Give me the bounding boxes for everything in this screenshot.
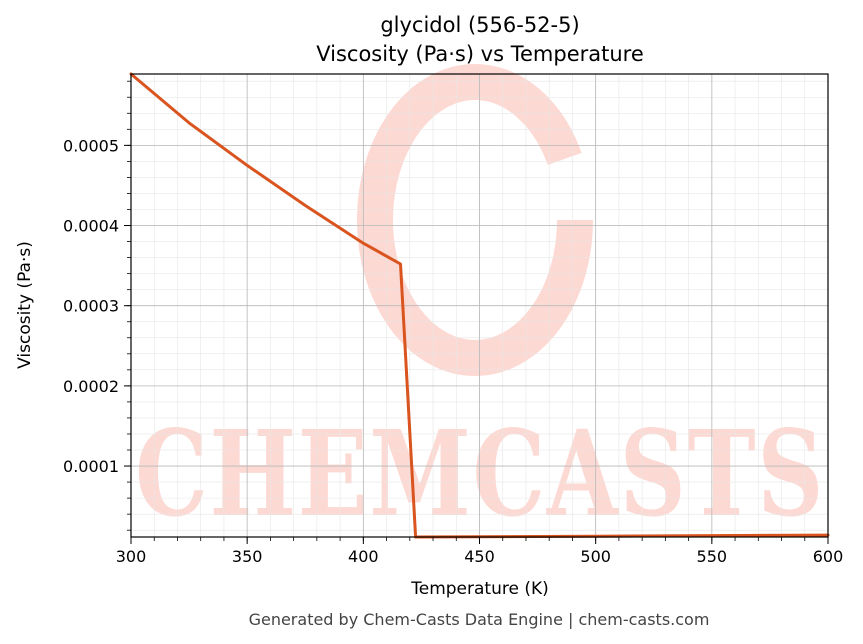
x-tick-label: 350	[232, 547, 263, 566]
x-tick-label: 550	[697, 547, 728, 566]
x-tick-label: 400	[348, 547, 379, 566]
watermark-logo-ring	[357, 64, 593, 376]
watermark-text: CHEMCASTS	[135, 404, 825, 543]
y-axis: 0.0001 0.0002 0.0003 0.0004 0.0005	[63, 80, 131, 531]
x-tick-label: 300	[116, 547, 147, 566]
y-tick-label: 0.0003	[63, 297, 119, 316]
x-axis: 300 350 400 450 500 550 600	[116, 537, 844, 566]
y-axis-label: Viscosity (Pa·s)	[15, 241, 35, 369]
chart-title: glycidol (556-52-5)	[380, 13, 579, 37]
footer-credit: Generated by Chem-Casts Data Engine | ch…	[249, 610, 710, 629]
y-tick-label: 0.0002	[63, 377, 119, 396]
y-tick-label: 0.0004	[63, 217, 119, 236]
y-tick-label: 0.0005	[63, 136, 119, 155]
series-group	[129, 72, 830, 539]
x-tick-label: 600	[813, 547, 844, 566]
x-tick-label: 500	[580, 547, 611, 566]
chart-subtitle: Viscosity (Pa·s) vs Temperature	[316, 42, 644, 66]
x-axis-label: Temperature (K)	[410, 579, 549, 599]
x-tick-label: 450	[464, 547, 495, 566]
y-tick-label: 0.0001	[63, 457, 119, 476]
viscosity-line	[129, 72, 830, 539]
watermark: CHEMCASTS	[135, 64, 825, 543]
